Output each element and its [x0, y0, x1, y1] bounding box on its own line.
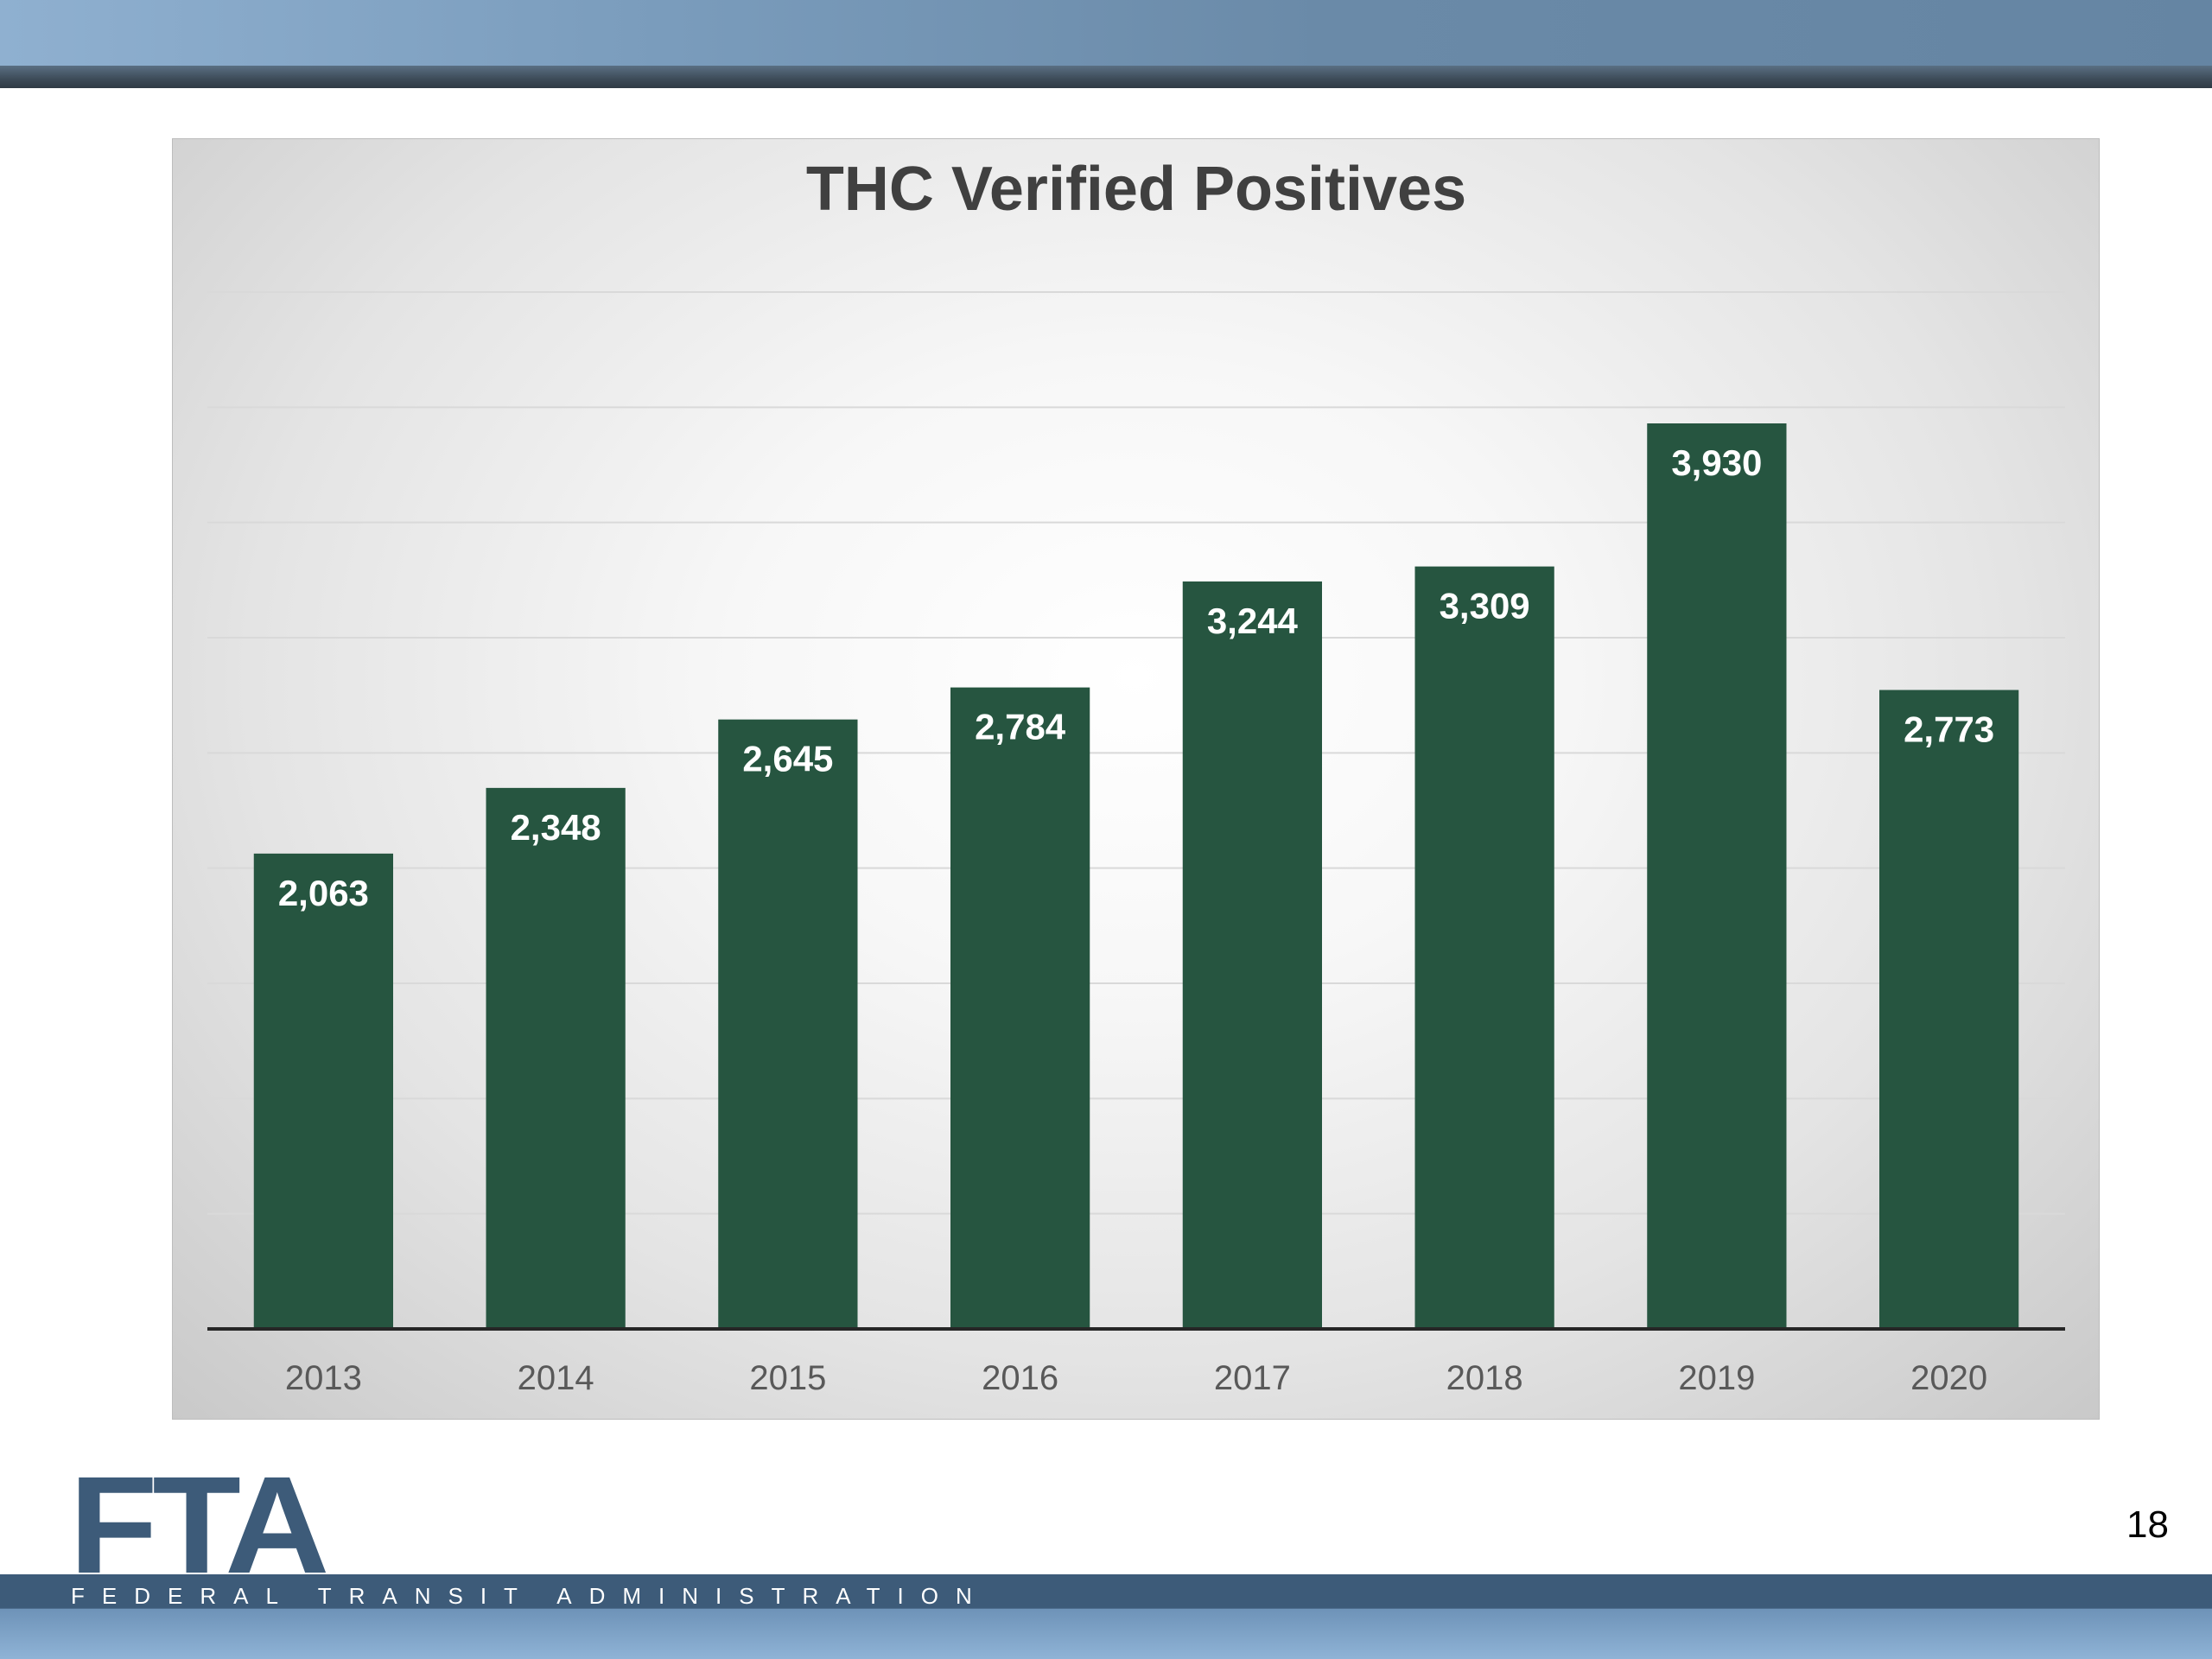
footer-band: [0, 1574, 2212, 1659]
x-tick-2019: 2019: [1678, 1359, 1755, 1397]
data-label-2017: 3,244: [1207, 601, 1299, 641]
chart-title: THC Verified Positives: [806, 155, 1466, 224]
x-tick-2020: 2020: [1910, 1359, 1987, 1397]
x-tick-2017: 2017: [1214, 1359, 1291, 1397]
x-tick-2018: 2018: [1446, 1359, 1523, 1397]
bar-2018: [1414, 566, 1554, 1329]
header-rule: [0, 66, 2212, 88]
data-label-2013: 2,063: [278, 873, 369, 913]
bar-2013: [253, 853, 393, 1329]
bars: [253, 423, 2019, 1329]
bar-2020: [1879, 690, 2019, 1329]
data-label-2014: 2,348: [511, 807, 601, 848]
bar-2014: [486, 787, 626, 1329]
agency-name: FEDERAL TRANSIT ADMINISTRATION: [71, 1583, 989, 1609]
x-tick-2015: 2015: [749, 1359, 826, 1397]
data-label-2019: 3,930: [1671, 442, 1762, 483]
bar-2016: [950, 687, 1090, 1329]
data-labels: 2,063 2,348 2,645 2,784 3,244 3,309 3,930 2,773: [278, 442, 1994, 913]
data-label-2015: 2,645: [742, 739, 833, 779]
x-tick-2013: 2013: [285, 1359, 362, 1397]
data-label-2016: 2,784: [975, 707, 1066, 747]
bar-2017: [1182, 581, 1322, 1329]
data-label-2018: 3,309: [1440, 586, 1530, 626]
chart-panel: THC Verified Positives 2,063 2,348 2,645 2,…: [172, 138, 2100, 1420]
header-band: [0, 0, 2212, 66]
bar-2019: [1647, 423, 1787, 1329]
fta-logo: FTA: [69, 1447, 847, 1602]
x-tick-2014: 2014: [518, 1359, 594, 1397]
page-number: 18: [2126, 1503, 2169, 1546]
logo-mark: FTA: [69, 1447, 330, 1602]
x-tick-labels: 2013 2014 2015 2016 2017 2018 2019 2020: [285, 1359, 1987, 1397]
bar-chart: THC Verified Positives 2,0632,3482,6452,…: [207, 155, 2065, 1397]
data-label-2020: 2,773: [1904, 709, 1994, 750]
bar-2015: [718, 719, 858, 1329]
x-tick-2016: 2016: [982, 1359, 1058, 1397]
